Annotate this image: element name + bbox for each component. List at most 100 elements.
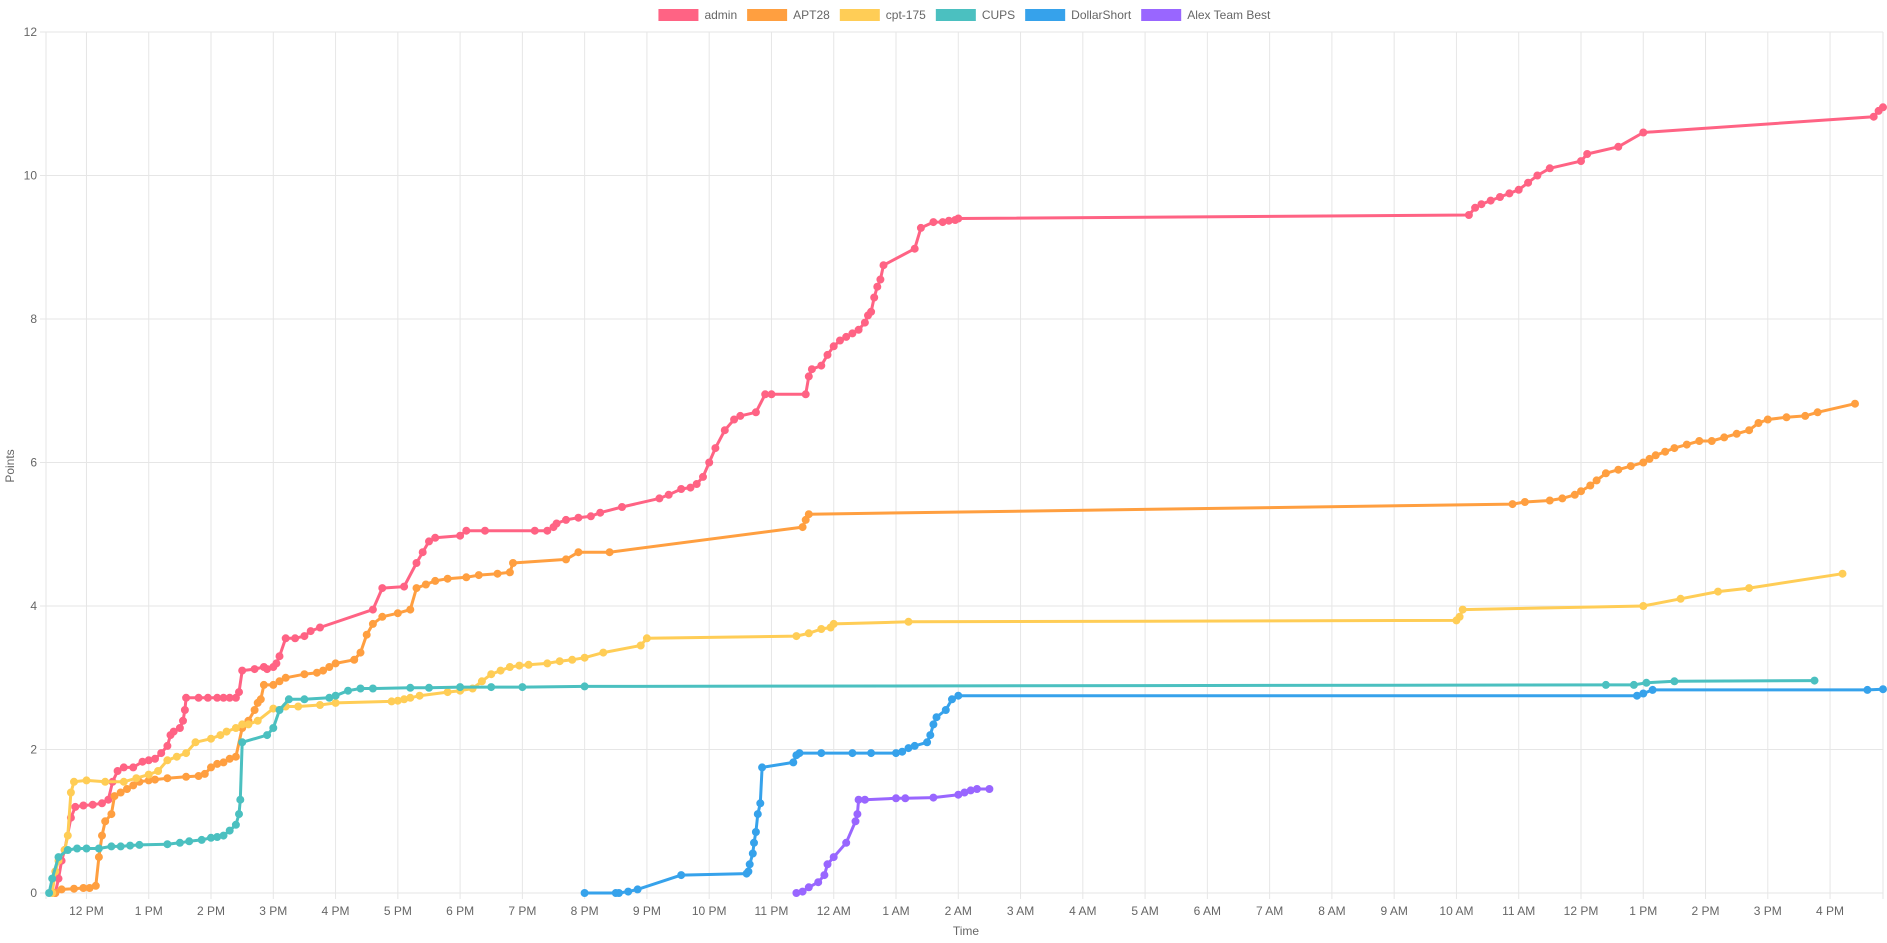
data-point[interactable] <box>1714 587 1722 596</box>
data-point[interactable] <box>530 526 539 535</box>
data-point[interactable] <box>730 415 739 424</box>
data-point[interactable] <box>1695 437 1704 445</box>
data-point[interactable] <box>599 648 608 657</box>
data-point[interactable] <box>753 810 762 819</box>
data-point[interactable] <box>151 754 159 763</box>
data-point[interactable] <box>119 777 128 786</box>
data-point[interactable] <box>185 837 194 846</box>
data-point[interactable] <box>1782 413 1791 422</box>
data-point[interactable] <box>929 793 938 802</box>
data-point[interactable] <box>406 605 415 614</box>
data-point[interactable] <box>842 332 851 341</box>
data-point[interactable] <box>1614 465 1623 474</box>
data-point[interactable] <box>854 325 863 334</box>
data-point[interactable] <box>848 749 857 758</box>
data-point[interactable] <box>524 660 533 669</box>
data-point[interactable] <box>216 731 225 740</box>
data-point[interactable] <box>194 693 203 702</box>
data-point[interactable] <box>642 634 651 643</box>
data-point[interactable] <box>798 887 807 896</box>
data-point[interactable] <box>1838 569 1847 578</box>
legend-item[interactable]: cpt-175 <box>839 8 926 22</box>
data-point[interactable] <box>493 569 502 578</box>
series-alex-team-best[interactable] <box>792 785 994 897</box>
data-point[interactable] <box>1745 426 1754 435</box>
data-point[interactable] <box>325 663 334 671</box>
data-point[interactable] <box>751 408 760 417</box>
data-point[interactable] <box>798 523 807 532</box>
data-point[interactable] <box>250 665 259 674</box>
data-point[interactable] <box>66 788 75 797</box>
data-point[interactable] <box>487 670 496 679</box>
data-point[interactable] <box>412 584 421 593</box>
data-point[interactable] <box>63 831 72 840</box>
data-point[interactable] <box>1670 677 1679 686</box>
data-point[interactable] <box>789 758 798 767</box>
data-point[interactable] <box>477 677 486 686</box>
data-point[interactable] <box>169 727 178 736</box>
data-point[interactable] <box>580 653 589 662</box>
data-point[interactable] <box>331 698 340 707</box>
data-point[interactable] <box>543 659 552 668</box>
data-point[interactable] <box>745 860 754 869</box>
legend-item[interactable]: DollarShort <box>1025 8 1132 22</box>
data-point[interactable] <box>231 752 240 761</box>
data-point[interactable] <box>848 329 857 338</box>
data-point[interactable] <box>163 840 172 849</box>
data-point[interactable] <box>873 282 882 291</box>
data-point[interactable] <box>1670 444 1679 453</box>
data-point[interactable] <box>256 695 265 704</box>
data-point[interactable] <box>552 519 561 528</box>
data-point[interactable] <box>1464 211 1473 219</box>
data-point[interactable] <box>356 684 365 693</box>
data-point[interactable] <box>1471 203 1480 212</box>
data-point[interactable] <box>711 444 720 453</box>
data-point[interactable] <box>664 490 673 499</box>
data-point[interactable] <box>235 688 243 697</box>
data-point[interactable] <box>275 706 284 714</box>
data-point[interactable] <box>948 695 956 704</box>
data-point[interactable] <box>281 634 290 643</box>
data-point[interactable] <box>456 531 465 540</box>
data-point[interactable] <box>356 648 365 657</box>
data-point[interactable] <box>580 889 589 897</box>
data-point[interactable] <box>618 503 626 511</box>
data-point[interactable] <box>284 695 293 704</box>
data-point[interactable] <box>135 840 144 849</box>
data-point[interactable] <box>175 838 184 847</box>
data-point[interactable] <box>203 693 212 702</box>
data-point[interactable] <box>867 749 876 758</box>
data-point[interactable] <box>518 683 527 692</box>
data-point[interactable] <box>829 619 838 628</box>
data-point[interactable] <box>231 724 240 732</box>
data-point[interactable] <box>151 775 159 784</box>
data-point[interactable] <box>400 582 409 591</box>
series-cups[interactable] <box>45 676 1819 897</box>
data-point[interactable] <box>562 555 570 564</box>
data-point[interactable] <box>48 874 57 883</box>
data-point[interactable] <box>57 885 66 894</box>
data-point[interactable] <box>207 734 215 743</box>
data-point[interactable] <box>1720 433 1729 442</box>
data-point[interactable] <box>817 625 826 633</box>
data-point[interactable] <box>1570 490 1579 499</box>
data-point[interactable] <box>901 794 910 803</box>
data-point[interactable] <box>300 670 309 679</box>
data-point[interactable] <box>910 244 919 253</box>
data-point[interactable] <box>191 738 200 747</box>
data-point[interactable] <box>842 838 851 847</box>
data-point[interactable] <box>853 810 862 819</box>
data-point[interactable] <box>163 741 172 750</box>
data-point[interactable] <box>70 777 78 786</box>
series-dollarshort[interactable] <box>580 685 1887 897</box>
data-point[interactable] <box>319 666 328 675</box>
data-point[interactable] <box>259 680 268 689</box>
data-point[interactable] <box>1558 494 1567 503</box>
series-cpt-175[interactable] <box>48 569 1847 897</box>
data-point[interactable] <box>269 724 278 732</box>
data-point[interactable] <box>1455 612 1464 621</box>
data-point[interactable] <box>804 510 813 519</box>
data-point[interactable] <box>71 802 80 811</box>
data-point[interactable] <box>916 223 925 232</box>
data-point[interactable] <box>767 390 776 399</box>
